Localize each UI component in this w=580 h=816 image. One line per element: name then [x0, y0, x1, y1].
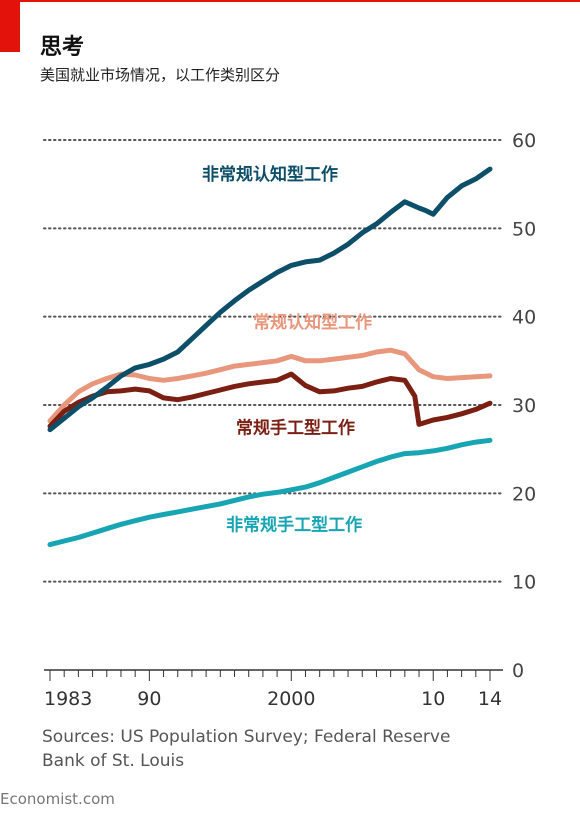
x-tick-label: 1983 — [44, 688, 92, 710]
x-tick-label: 2000 — [267, 688, 315, 710]
x-tick-label: 10 — [421, 688, 445, 710]
series-label-1: 常规认知型工作 — [253, 312, 372, 333]
grid-layer: 0 10 20 30 40 50 60 — [43, 130, 536, 682]
y-tick-label: 10 — [512, 572, 536, 594]
top-rule — [20, 0, 580, 2]
series-line-3 — [47, 437, 493, 548]
y-tick-label: 20 — [512, 483, 536, 505]
chart-subtitle: 美国就业市场情况，以工作类别区分 — [40, 66, 280, 84]
series-line-2 — [47, 371, 493, 429]
series-label-0: 非常规认知型工作 — [202, 164, 338, 185]
series-label-3: 非常规手工型工作 — [226, 514, 362, 535]
series-line-1 — [47, 347, 493, 424]
series-line-0 — [47, 166, 493, 433]
y-tick-label: 0 — [512, 660, 524, 682]
chart-title: 思考 — [40, 35, 84, 60]
x-tick-label: 90 — [137, 688, 161, 710]
y-tick-label: 40 — [512, 307, 536, 329]
source-line-2: Bank of St. Louis — [42, 751, 184, 771]
source-line-1: Sources: US Population Survey; Federal R… — [42, 727, 450, 747]
accent-bar — [0, 0, 20, 52]
x-tick-label: 14 — [478, 688, 502, 710]
y-tick-label: 60 — [512, 130, 536, 152]
y-tick-label: 30 — [512, 395, 536, 417]
y-tick-label: 50 — [512, 218, 536, 240]
x-axis: 1983 90 2000 10 14 — [44, 670, 502, 710]
series-layer — [47, 166, 493, 548]
credit-text: Economist.com — [0, 790, 115, 808]
series-label-2: 常规手工型工作 — [236, 417, 355, 438]
